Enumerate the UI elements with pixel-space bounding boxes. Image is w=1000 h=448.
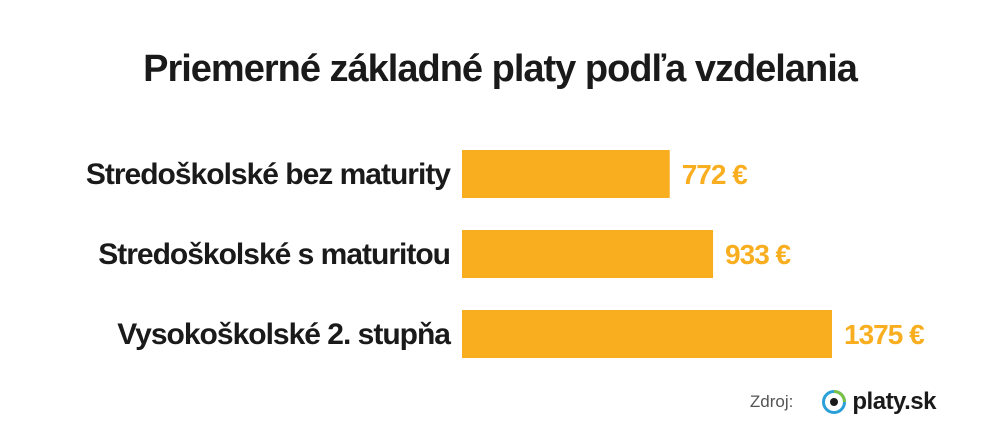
- bar: [462, 150, 670, 198]
- category-label: Stredoškolské bez maturity: [86, 158, 451, 191]
- logo-text: platy.sk: [852, 388, 936, 415]
- platy-logo[interactable]: platy.sk: [821, 388, 936, 416]
- bar: [462, 310, 832, 358]
- source-credit: Zdroj: platy.sk: [749, 388, 937, 416]
- chart-title: Priemerné základné platy podľa vzdelania: [143, 48, 858, 90]
- category-label: Vysokoškolské 2. stupňa: [117, 318, 451, 351]
- category-label: Stredoškolské s maturitou: [98, 238, 450, 271]
- value-label: 1375 €: [844, 319, 925, 350]
- value-label: 933 €: [725, 239, 791, 270]
- eye-ring-icon: [822, 390, 847, 414]
- source-label: Zdroj:: [749, 392, 794, 411]
- bar: [462, 230, 714, 278]
- value-label: 772 €: [682, 159, 748, 190]
